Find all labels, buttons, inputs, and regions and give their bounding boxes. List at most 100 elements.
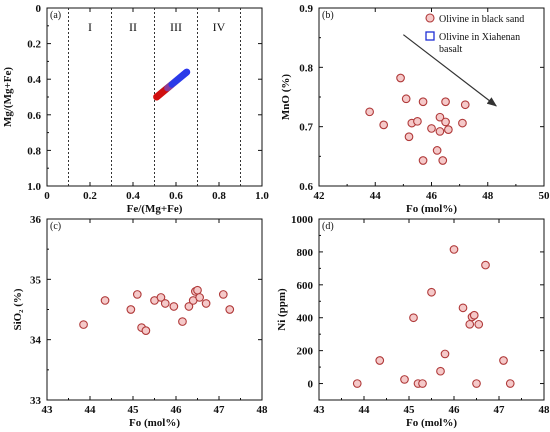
x-tick-label: 44 [85, 404, 97, 416]
data-point [156, 293, 166, 302]
data-point [469, 310, 479, 320]
legend-item-black-sand: Olivine in black sand [439, 14, 524, 25]
data-point [441, 97, 450, 107]
data-point [79, 320, 88, 329]
y-tick-label: 0 [308, 379, 314, 391]
y-tick-label: 33 [30, 395, 42, 407]
panel-label: (c) [50, 221, 61, 232]
data-point [418, 97, 428, 107]
data-point [193, 285, 202, 295]
x-tick-label: 44 [370, 190, 382, 202]
x-tick-label: 47 [214, 404, 226, 416]
data-point [481, 260, 490, 270]
data-point [184, 302, 194, 311]
x-tick-label: 45 [128, 404, 140, 416]
data-point [169, 302, 179, 311]
x-tick-label: 46 [449, 404, 461, 416]
trend-point [183, 68, 190, 76]
zone-label-3: III [170, 20, 182, 34]
data-point [460, 100, 470, 110]
x-tick-label: 48 [539, 404, 550, 416]
y-axis-title: Mg/(Mg+Fe) [2, 67, 14, 127]
panel-label: (d) [322, 221, 334, 232]
y-tick-label: 36 [30, 214, 42, 226]
data-point [458, 303, 468, 313]
x-tick-label: 42 [314, 190, 326, 202]
data-point [449, 245, 459, 254]
x-axis-title: Fo (mol%) [406, 203, 457, 215]
x-tick-label: 0.2 [83, 190, 97, 202]
data-point [375, 356, 385, 365]
data-point [413, 116, 422, 126]
data-point [441, 117, 450, 127]
data-point [126, 305, 136, 314]
y-tick-label: 34 [30, 335, 42, 347]
panel-d: 43 44 45 46 47 48 0 200 400 600 800 1000 Fo (mol%) Ni… [276, 214, 550, 429]
panel-c: 43 44 45 46 47 48 33 34 35 36 Fo (mol%) SiO₂ (%) (c) [12, 214, 268, 429]
plot-frame [318, 218, 545, 401]
zone-label-4: IV [213, 20, 226, 34]
x-tick-label: 50 [539, 190, 550, 202]
x-tick-label: 0.4 [126, 190, 140, 202]
data-point [418, 379, 427, 388]
panel-a: 0 0.2 0.4 0.6 0.8 1.000.20.40.60.81.0Fe/(Mg+F… [2, 3, 269, 215]
x-axis-title: Fe/(Mg+Fe) [127, 203, 183, 215]
data-point [195, 293, 204, 302]
y-axis-title: SiO₂ (%) [12, 288, 24, 330]
data-point [418, 156, 428, 165]
panel-label: (a) [50, 10, 61, 21]
data-point [435, 112, 445, 122]
zone-label-1: I [88, 20, 92, 34]
zone-label-2: II [129, 20, 137, 34]
panel-b: 42 44 46 48 50 0.6 0.7 0.8 0.9 Fo (mol%) MnO (%) (b… [280, 3, 550, 215]
data-point [440, 349, 450, 359]
x-tick-label: 44 [359, 404, 371, 416]
y-tick-label: 35 [30, 274, 42, 286]
x-tick-label: 0.6 [169, 190, 183, 202]
data-point [404, 132, 414, 142]
data-point [505, 379, 515, 388]
data-point [499, 356, 508, 365]
x-tick-label: 43 [42, 404, 54, 416]
y-tick-label: 200 [297, 346, 314, 358]
x-axis-title: Fo (mol%) [406, 417, 457, 429]
x-tick-label: 47 [494, 404, 506, 416]
y-tick-label: 800 [297, 247, 314, 259]
y-tick-label: 0.6 [299, 181, 313, 193]
y-tick-label: 0.6 [27, 110, 41, 122]
data-point [472, 379, 481, 388]
data-point [132, 290, 142, 299]
data-point [400, 375, 409, 384]
legend: Olivine in black sand Olivine in Xiahenan… [425, 13, 524, 55]
data-point [427, 124, 436, 133]
data-point [432, 146, 442, 155]
legend-square-marker [425, 31, 435, 41]
data-point [178, 317, 187, 326]
data-point [225, 305, 235, 314]
data-point [458, 118, 467, 128]
x-tick-label: 43 [314, 404, 326, 416]
x-tick-label: 1.0 [255, 190, 269, 202]
data-point [365, 107, 374, 117]
y-tick-label: 0.7 [299, 122, 313, 134]
data-point [409, 313, 418, 323]
data-point [427, 287, 436, 297]
y-tick-label: 600 [297, 280, 314, 292]
data-point [160, 299, 170, 308]
y-tick-label: 0.2 [27, 39, 41, 51]
legend-circle-marker [425, 13, 435, 23]
legend-line-2: basalt [439, 44, 463, 55]
x-tick-label: 0 [44, 190, 50, 202]
x-axis-title: Fo (mol%) [129, 417, 180, 429]
x-tick-label: 0.8 [212, 190, 226, 202]
data-point [379, 120, 389, 130]
y-tick-label: 1000 [291, 214, 314, 226]
data-point [438, 156, 448, 165]
data-point [474, 319, 484, 329]
data-point [100, 296, 110, 305]
x-tick-label: 48 [482, 190, 494, 202]
x-tick-label: 45 [404, 404, 416, 416]
data-point [436, 366, 445, 376]
y-tick-label: 1.0 [27, 181, 41, 193]
